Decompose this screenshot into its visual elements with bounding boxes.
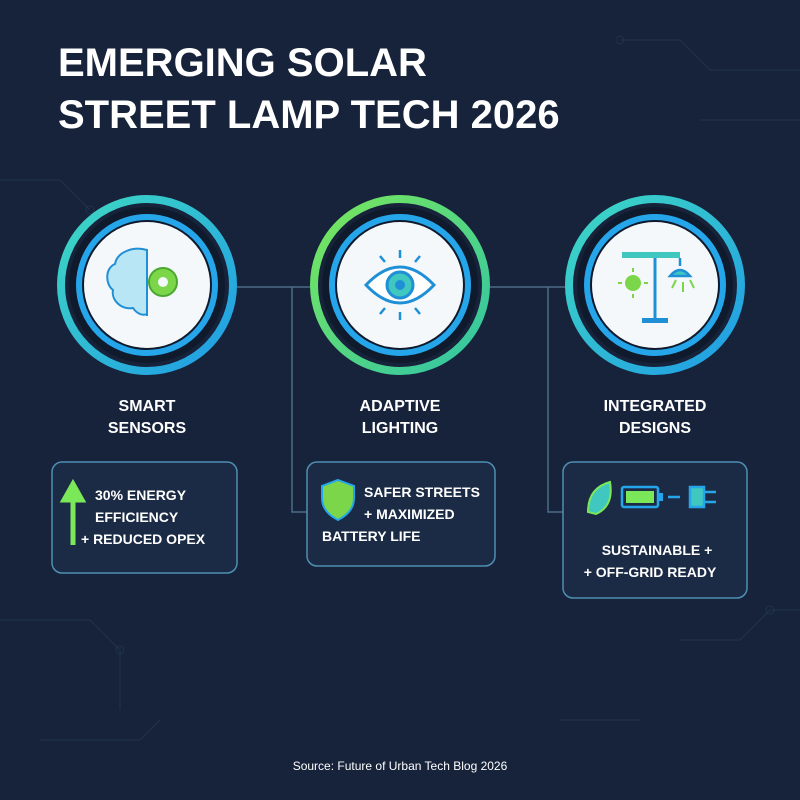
detail-box: 30% ENERGY EFFICIENCY + REDUCED OPEX <box>51 461 238 574</box>
icon-circle <box>310 195 490 375</box>
title-line: STREET LAMP TECH 2026 <box>58 93 560 137</box>
connectors <box>233 286 568 513</box>
detail-text: SUSTAINABLE + <box>602 542 713 558</box>
column-label: INTEGRATED <box>604 398 707 415</box>
detail-text: BATTERY LIFE <box>322 528 421 544</box>
icon-circle <box>57 195 237 375</box>
title-line: EMERGING SOLAR <box>58 41 427 85</box>
detail-text: EFFICIENCY <box>95 509 179 525</box>
detail-box: SAFER STREETS + MAXIMIZED BATTERY LIFE <box>306 461 496 567</box>
detail-text: 30% ENERGY <box>95 487 187 503</box>
column-label: SENSORS <box>108 420 187 437</box>
detail-text: + MAXIMIZED <box>364 506 455 522</box>
detail-text: SAFER STREETS <box>364 484 480 500</box>
detail-box: SUSTAINABLE + + OFF-GRID READY <box>562 461 748 599</box>
icon-circle <box>565 195 745 375</box>
detail-text: + OFF-GRID READY <box>584 564 717 580</box>
column-label: DESIGNS <box>619 420 691 437</box>
circuit-decor <box>0 35 800 741</box>
detail-text: + REDUCED OPEX <box>81 531 206 547</box>
source: Source: Future of Urban Tech Blog 2026 <box>293 759 508 773</box>
column-label: ADAPTIVE <box>360 398 441 415</box>
column-label: SMART <box>119 398 176 415</box>
column-label: LIGHTING <box>362 420 438 437</box>
